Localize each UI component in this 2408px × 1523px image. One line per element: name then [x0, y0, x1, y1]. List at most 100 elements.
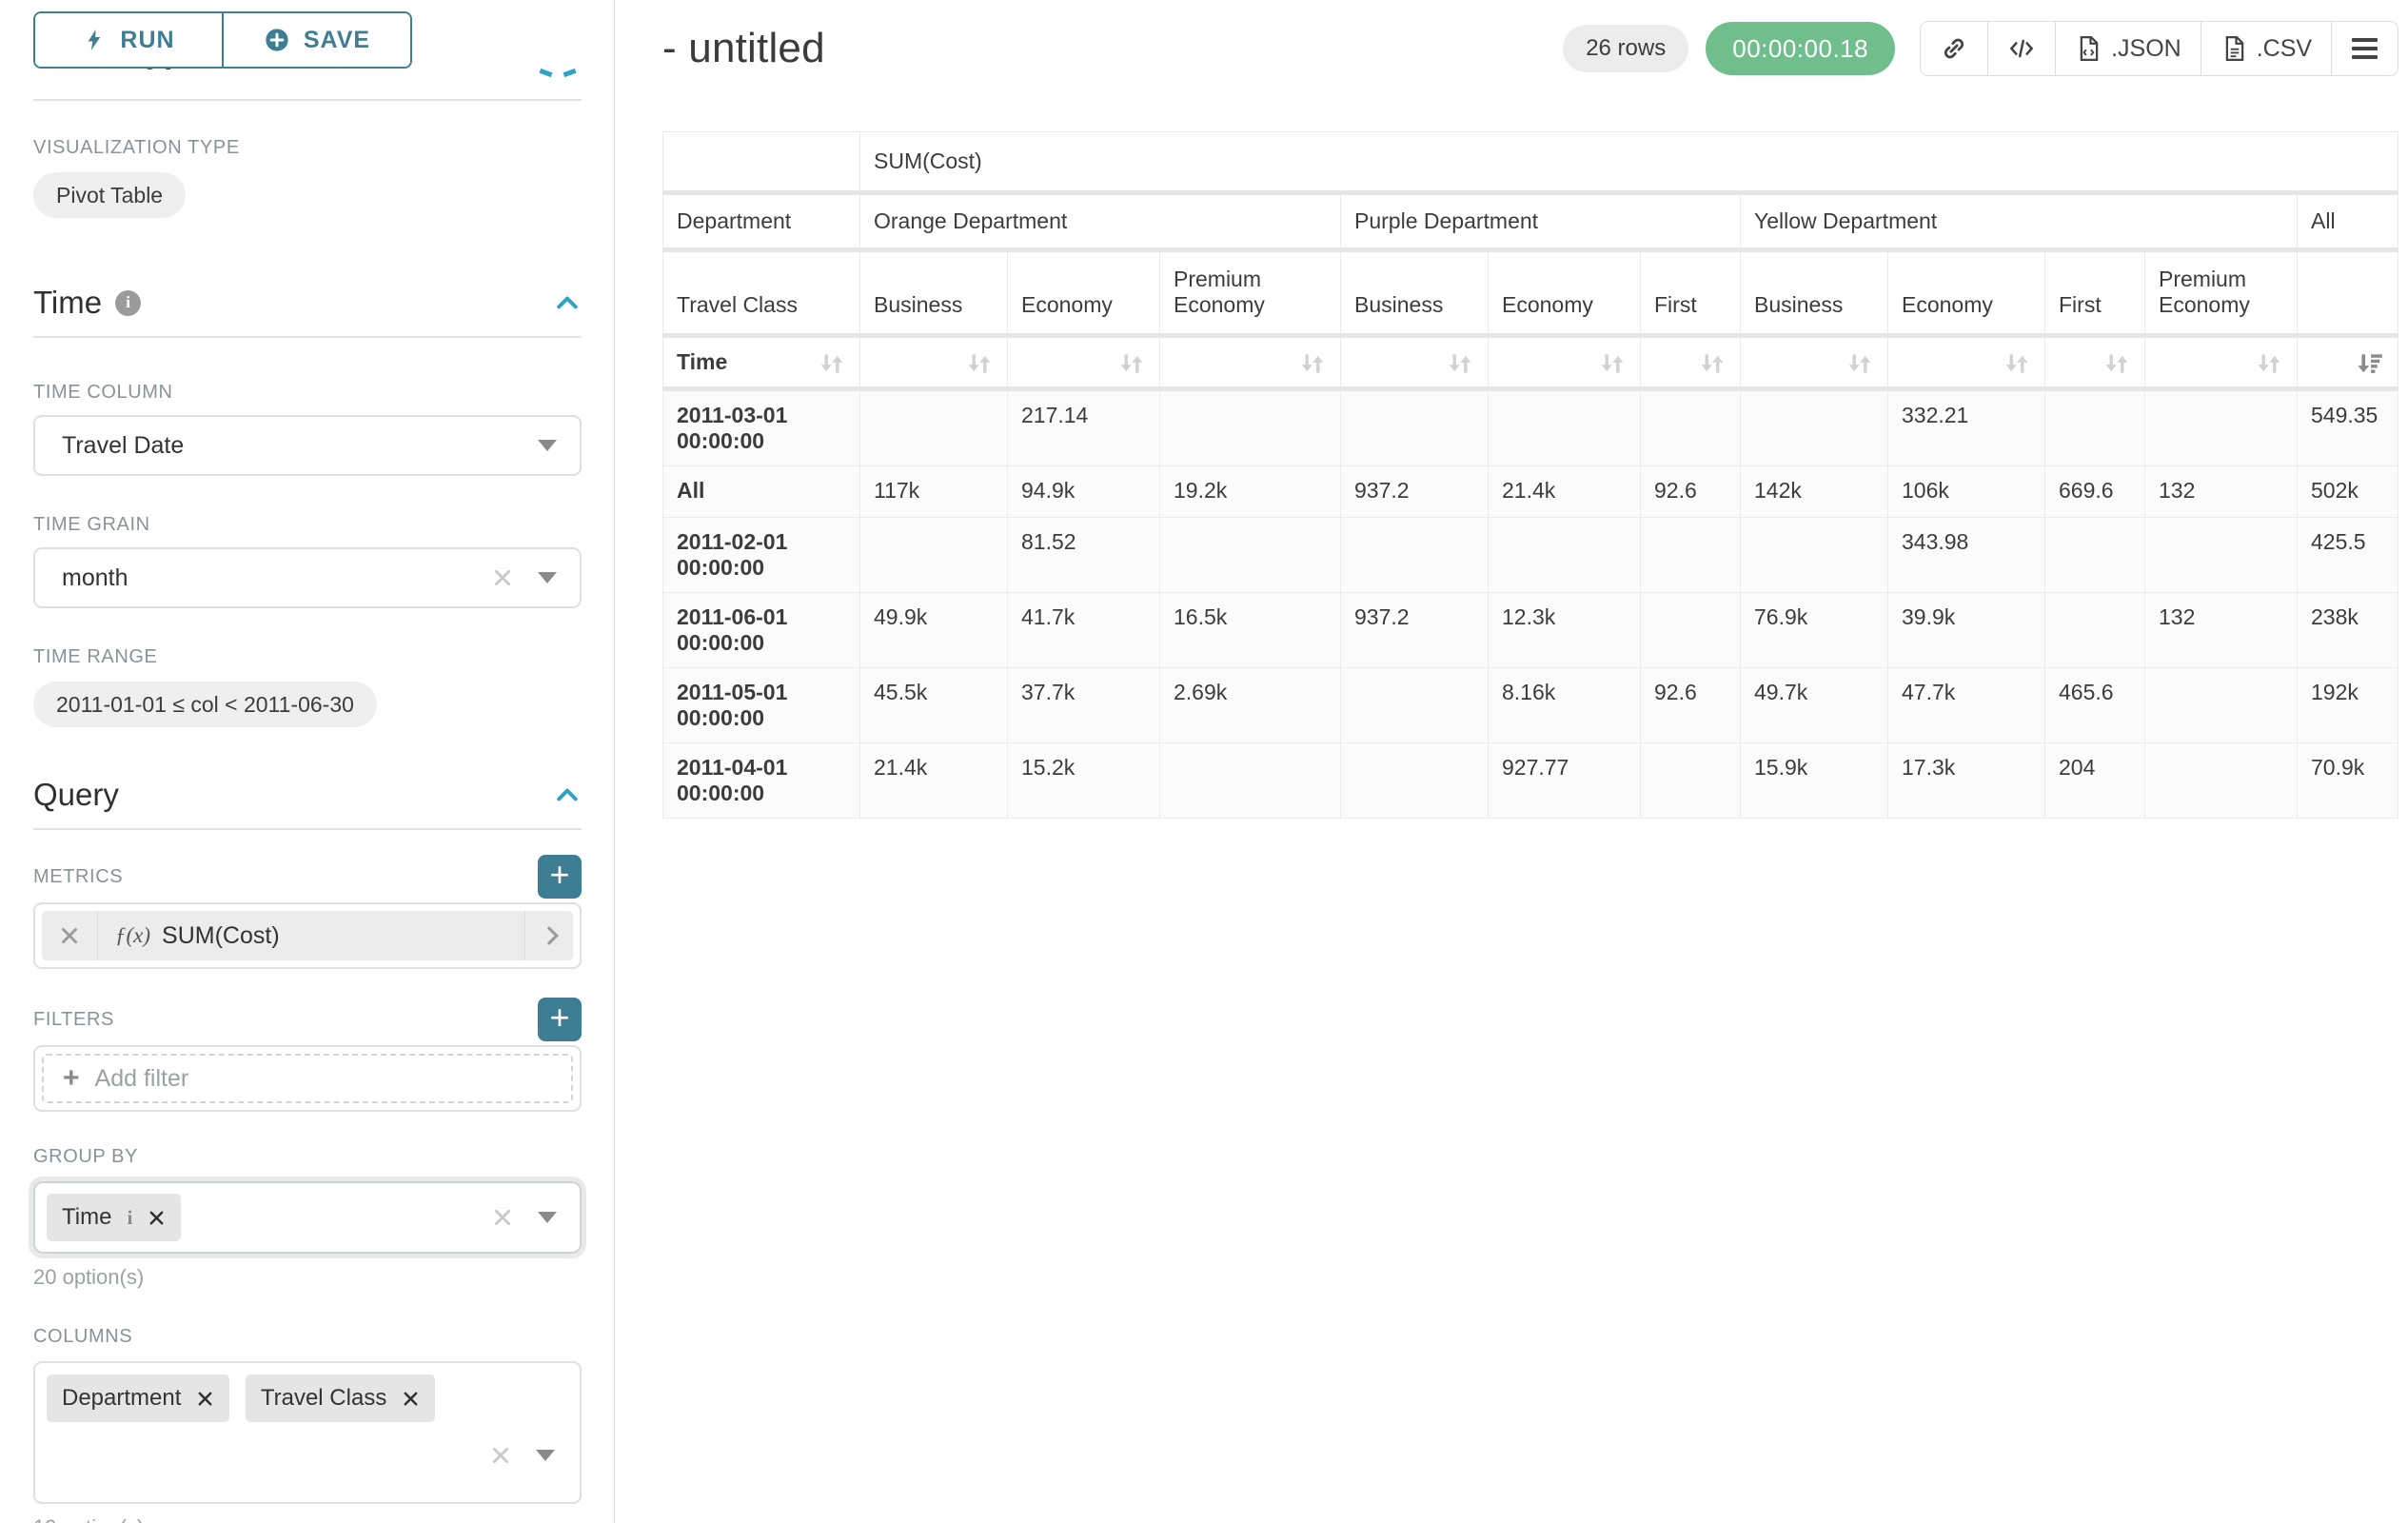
column-header: Economy — [1888, 250, 2045, 336]
sort-cell[interactable] — [2045, 336, 2145, 389]
sort-icon[interactable] — [965, 351, 994, 376]
pivot-cell: 332.21 — [1888, 389, 2045, 466]
sort-icon[interactable] — [818, 351, 846, 376]
column-header: Business — [860, 250, 1008, 336]
export-json-label: .JSON — [2111, 35, 2181, 63]
table-row: 2011-04-01 00:00:0021.4k15.2k927.7715.9k… — [663, 743, 2398, 819]
group-by-label: GROUP BY — [33, 1146, 582, 1168]
pivot-cell: 21.4k — [1489, 466, 1641, 518]
pivot-table: SUM(Cost) Department Orange Department P… — [662, 131, 2398, 819]
sort-cell[interactable] — [1489, 336, 1641, 389]
sort-icon[interactable] — [2003, 351, 2031, 376]
add-filter-button[interactable]: + Add filter — [42, 1054, 573, 1103]
pivot-cell — [860, 389, 1008, 466]
chevron-up-icon[interactable] — [528, 63, 576, 80]
chart-header-actions: 26 rows 00:00:00.18 .JSON .CSV — [1563, 21, 2398, 76]
filters-label: FILTERS — [33, 1009, 114, 1031]
sort-icon[interactable] — [2255, 351, 2283, 376]
sort-icon[interactable] — [1698, 351, 1727, 376]
columns-tag-department[interactable]: Department — [47, 1375, 229, 1422]
row-label: 2011-04-01 00:00:00 — [663, 743, 860, 819]
sort-cell[interactable] — [1888, 336, 2045, 389]
metric-header-row: SUM(Cost) — [663, 132, 2398, 193]
column-header: Business — [1341, 250, 1489, 336]
time-title-text: Time — [33, 285, 102, 321]
sort-cell[interactable] — [1008, 336, 1160, 389]
pivot-cell: 92.6 — [1641, 466, 1741, 518]
sort-cell[interactable] — [1160, 336, 1341, 389]
sort-icon[interactable] — [1598, 351, 1627, 376]
pivot-cell — [1160, 518, 1341, 593]
expand-metric-button[interactable] — [525, 911, 573, 960]
clear-icon[interactable] — [490, 1445, 511, 1466]
time-grain-select[interactable]: month — [33, 547, 582, 608]
sort-cell[interactable] — [1641, 336, 1741, 389]
export-csv-button[interactable]: .CSV — [2201, 22, 2331, 75]
time-range-label: TIME RANGE — [33, 646, 582, 668]
chevron-up-icon[interactable] — [553, 781, 582, 809]
clear-icon[interactable] — [492, 1207, 513, 1228]
group-header-all: All — [2298, 193, 2398, 250]
run-save-button-group: RUN SAVE — [33, 11, 412, 69]
section-divider — [33, 828, 582, 830]
metric-name: SUM(Cost) — [162, 922, 280, 950]
pivot-cell — [1341, 389, 1489, 466]
share-link-button[interactable] — [1921, 22, 1987, 75]
group-by-select[interactable]: Time i — [33, 1181, 582, 1254]
sort-cell[interactable] — [2145, 336, 2298, 389]
clear-icon[interactable] — [492, 567, 513, 588]
time-range-value[interactable]: 2011-01-01 ≤ col < 2011-06-30 — [33, 682, 377, 727]
chart-title[interactable]: - untitled — [662, 25, 825, 72]
sort-cell-time[interactable]: Time — [663, 336, 860, 389]
export-json-button[interactable]: .JSON — [2055, 22, 2201, 75]
corner-cell — [663, 132, 860, 193]
pivot-cell: 41.7k — [1008, 593, 1160, 668]
group-header-orange: Orange Department — [860, 193, 1341, 250]
sort-descending-icon[interactable] — [2356, 351, 2384, 376]
sort-cell[interactable] — [1741, 336, 1888, 389]
section-divider — [33, 99, 582, 101]
columns-tag-travel-class[interactable]: Travel Class — [246, 1375, 435, 1422]
pivot-cell: 17.3k — [1888, 743, 2045, 819]
pivot-cell — [1489, 518, 1641, 593]
sort-icon[interactable] — [2102, 351, 2131, 376]
pivot-cell — [1641, 743, 1741, 819]
sort-cell-all-active[interactable] — [2298, 336, 2398, 389]
sort-header-row: Time — [663, 336, 2398, 389]
pivot-cell: 49.9k — [860, 593, 1008, 668]
code-icon — [2007, 34, 2036, 63]
department-header-row: Department Orange Department Purple Depa… — [663, 193, 2398, 250]
save-button[interactable]: SAVE — [222, 13, 410, 67]
add-metric-button[interactable]: + — [538, 855, 582, 899]
chevron-right-icon — [540, 926, 559, 945]
remove-metric-button[interactable] — [42, 911, 97, 960]
sort-icon[interactable] — [1117, 351, 1146, 376]
view-query-button[interactable] — [1987, 22, 2055, 75]
time-section-title: Time i — [33, 285, 141, 321]
menu-button[interactable] — [2331, 22, 2398, 75]
metric-body[interactable]: ƒ(x) SUM(Cost) — [97, 911, 525, 960]
remove-tag-icon[interactable] — [196, 1390, 214, 1408]
run-button[interactable]: RUN — [35, 13, 222, 67]
columns-select[interactable]: Department Travel Class — [33, 1361, 582, 1504]
remove-tag-icon[interactable] — [148, 1209, 166, 1227]
metric-pill[interactable]: ƒ(x) SUM(Cost) — [42, 911, 573, 960]
pivot-cell: 45.5k — [860, 668, 1008, 743]
pivot-cell — [1641, 389, 1741, 466]
pivot-cell: 106k — [1888, 466, 2045, 518]
time-column-select[interactable]: Travel Date — [33, 415, 582, 476]
sort-cell[interactable] — [860, 336, 1008, 389]
pivot-cell: 47.7k — [1888, 668, 2045, 743]
sort-cell[interactable] — [1341, 336, 1489, 389]
sort-icon[interactable] — [1446, 351, 1474, 376]
visualization-type-value[interactable]: Pivot Table — [33, 172, 186, 218]
add-filter-plus-button[interactable]: + — [538, 998, 582, 1041]
chevron-up-icon[interactable] — [553, 288, 582, 317]
group-by-tag-time[interactable]: Time i — [47, 1194, 181, 1241]
sort-icon[interactable] — [1845, 351, 1874, 376]
sort-icon[interactable] — [1298, 351, 1327, 376]
time-dimension-label: Time — [677, 349, 727, 375]
pivot-cell: 12.3k — [1489, 593, 1641, 668]
pivot-cell: 204 — [2045, 743, 2145, 819]
remove-tag-icon[interactable] — [402, 1390, 420, 1408]
